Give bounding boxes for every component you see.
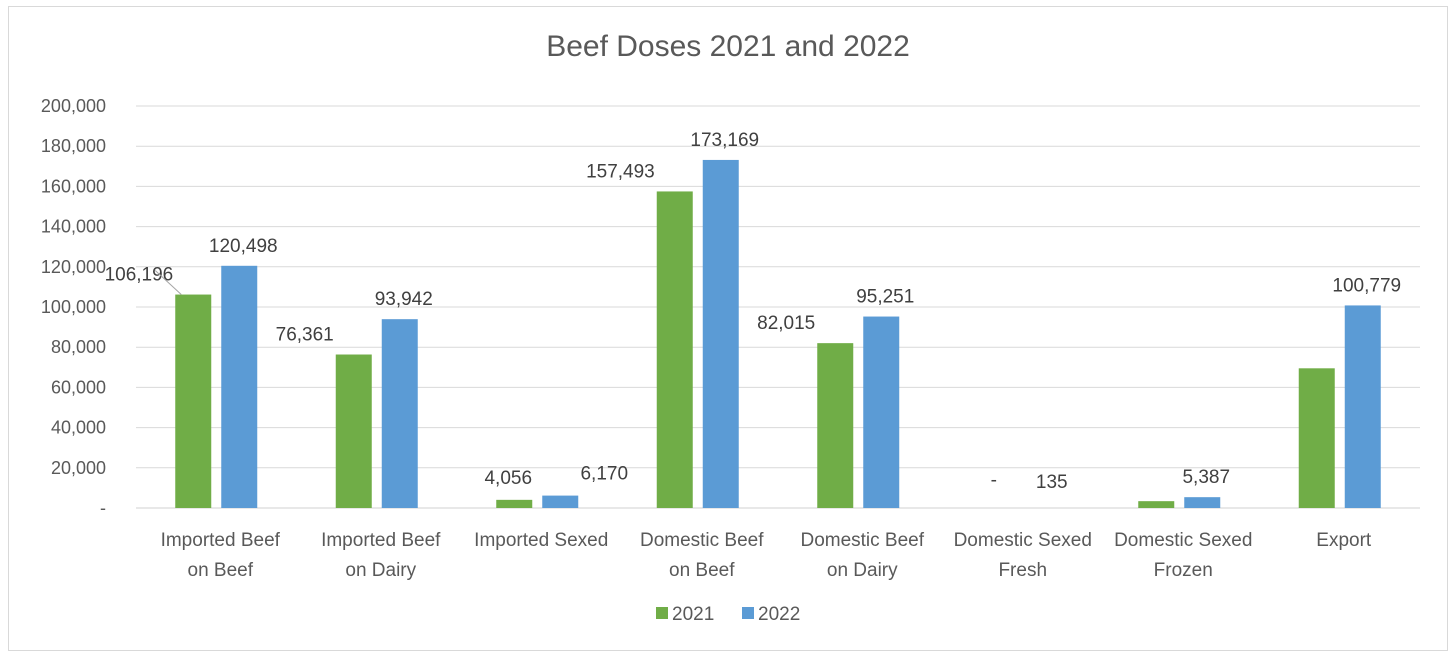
y-tick-label: 100,000: [41, 297, 106, 317]
data-label: 5,387: [1182, 467, 1230, 488]
y-tick-label: 200,000: [41, 96, 106, 116]
gridlines: [136, 105, 1420, 509]
bar-2021: [335, 354, 372, 508]
data-label: 100,779: [1332, 275, 1401, 296]
bar-2021: [496, 499, 533, 508]
x-tick-label: on Dairy: [345, 560, 416, 581]
y-tick-label: 160,000: [41, 176, 106, 196]
data-label: 157,493: [586, 161, 655, 182]
data-label: -: [991, 470, 997, 491]
x-tick-label: on Beef: [669, 560, 735, 581]
legend-label: 2022: [758, 604, 800, 625]
category-labels: Imported Beef on Beef Imported Beef on Dair…: [161, 530, 1372, 581]
data-label: 6,170: [580, 464, 628, 485]
y-tick-label: 80,000: [51, 337, 106, 357]
y-tick-label: 60,000: [51, 377, 106, 397]
y-tick-label: 20,000: [51, 458, 106, 478]
x-tick-label: Domestic Beef: [640, 530, 764, 551]
data-label: 135: [1036, 472, 1068, 493]
y-tick-label: 140,000: [41, 217, 106, 237]
data-label: 93,942: [375, 289, 433, 310]
bar-2022: [381, 319, 418, 508]
y-tick-label: 120,000: [41, 257, 106, 277]
bar-2022: [1184, 497, 1221, 508]
legend-swatch: [656, 607, 668, 619]
x-tick-label: Frozen: [1154, 560, 1213, 581]
bar-2022: [863, 316, 900, 508]
data-labels: 106,196 120,498 76,361 93,942 4,056 6,170 157,…: [105, 130, 1402, 493]
y-tick-label: 40,000: [51, 418, 106, 438]
data-label: 120,498: [209, 236, 278, 257]
x-tick-label: Fresh: [998, 560, 1047, 581]
x-tick-label: Export: [1316, 530, 1372, 551]
bars: [175, 159, 1381, 509]
data-label: 106,196: [105, 265, 174, 286]
bar-2021: [817, 343, 854, 508]
bar-2022: [702, 159, 739, 509]
data-label: 173,169: [690, 130, 759, 151]
legend-label: 2021: [672, 604, 714, 625]
x-tick-label: Imported Beef: [161, 530, 281, 551]
legend: 2021 2022: [656, 604, 800, 625]
bar-2021: [1298, 368, 1335, 508]
y-axis: - 20,000 40,000 60,000 80,000 100,000 120,000 1…: [41, 96, 106, 518]
data-label: 4,056: [484, 468, 532, 489]
chart-title: Beef Doses 2021 and 2022: [546, 30, 910, 63]
label-leader-line: [154, 270, 182, 295]
bar-2022: [542, 495, 579, 508]
bar-2021: [1138, 501, 1175, 508]
x-tick-label: Domestic Sexed: [1114, 530, 1252, 551]
x-tick-label: Imported Beef: [321, 530, 441, 551]
bar-2022: [221, 265, 258, 508]
x-tick-label: on Beef: [188, 560, 254, 581]
data-label: 82,015: [757, 313, 815, 334]
bar-2022: [1344, 305, 1381, 508]
data-label: 95,251: [856, 287, 914, 308]
legend-swatch: [742, 607, 754, 619]
x-tick-label: on Dairy: [827, 560, 898, 581]
bar-2021: [656, 191, 693, 508]
x-tick-label: Domestic Sexed: [954, 530, 1092, 551]
y-tick-label: -: [100, 498, 106, 518]
bar-2021: [175, 294, 212, 508]
x-tick-label: Imported Sexed: [474, 530, 608, 551]
x-tick-label: Domestic Beef: [800, 530, 924, 551]
data-label: 76,361: [276, 325, 334, 346]
y-tick-label: 180,000: [41, 136, 106, 156]
